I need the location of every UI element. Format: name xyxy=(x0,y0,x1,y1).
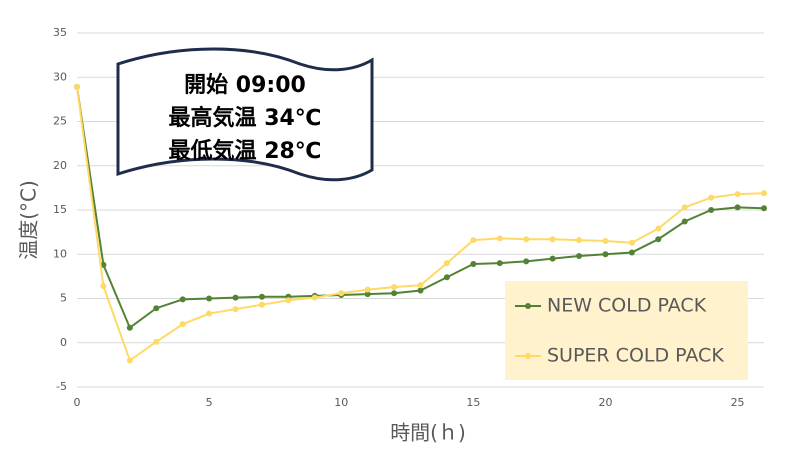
x-tick-label: 25 xyxy=(731,396,745,409)
data-point xyxy=(391,290,398,297)
data-point xyxy=(258,301,265,308)
data-point xyxy=(761,190,767,197)
data-point xyxy=(708,194,715,201)
data-point xyxy=(681,218,688,225)
y-tick-label: 5 xyxy=(60,292,67,305)
y-tick-label: 15 xyxy=(53,203,67,216)
data-point xyxy=(258,293,265,300)
y-tick-label: 25 xyxy=(53,115,67,128)
x-tick-label: 0 xyxy=(74,396,81,409)
data-point xyxy=(761,205,767,212)
data-point xyxy=(153,338,160,345)
data-point xyxy=(364,286,371,293)
data-point xyxy=(74,83,80,90)
data-point xyxy=(655,236,662,243)
data-point xyxy=(179,321,186,328)
data-point xyxy=(523,236,530,243)
annotation-line: 最高気温 34℃ xyxy=(169,105,322,131)
y-tick-label: 30 xyxy=(53,70,67,83)
data-point xyxy=(364,291,371,298)
data-point xyxy=(100,261,107,268)
data-point xyxy=(232,294,239,301)
data-point xyxy=(523,258,530,265)
data-point xyxy=(126,324,133,331)
y-tick-label: 20 xyxy=(53,159,67,172)
annotation-line: 最低気温 28℃ xyxy=(169,138,322,164)
data-point xyxy=(576,237,583,244)
data-point xyxy=(391,283,398,290)
data-point xyxy=(417,287,424,294)
data-point xyxy=(338,290,345,297)
data-point xyxy=(602,251,609,258)
data-point xyxy=(549,236,556,243)
y-tick-label: 0 xyxy=(60,336,67,349)
data-point xyxy=(311,294,318,301)
data-point xyxy=(496,235,503,242)
data-point xyxy=(443,274,450,281)
data-point xyxy=(681,204,688,211)
x-tick-label: 5 xyxy=(206,396,213,409)
data-point xyxy=(470,237,477,244)
data-point xyxy=(628,239,635,246)
data-point xyxy=(126,357,133,364)
x-tick-label: 20 xyxy=(598,396,612,409)
x-axis-title: 時間(ｈ) xyxy=(390,421,466,445)
legend-box xyxy=(505,281,748,380)
legend-label: NEW COLD PACK xyxy=(547,295,707,317)
y-tick-label: 10 xyxy=(53,247,67,260)
data-point xyxy=(549,255,556,262)
data-point xyxy=(179,296,186,303)
x-tick-label: 15 xyxy=(466,396,480,409)
annotation-line: 開始 09:00 xyxy=(184,72,306,98)
data-point xyxy=(496,260,503,267)
annotation-banner xyxy=(116,47,374,182)
data-point xyxy=(417,282,424,289)
data-point xyxy=(100,283,107,290)
y-axis-title: 温度(°C) xyxy=(17,180,41,260)
data-point xyxy=(285,297,292,304)
y-tick-label: 35 xyxy=(53,26,67,39)
data-point xyxy=(734,204,741,211)
data-point xyxy=(206,310,213,317)
data-point xyxy=(628,249,635,256)
x-tick-label: 10 xyxy=(334,396,348,409)
data-point xyxy=(470,260,477,267)
data-point xyxy=(206,295,213,302)
legend-marker xyxy=(525,303,531,309)
data-point xyxy=(232,306,239,313)
y-tick-label: -5 xyxy=(56,380,67,393)
legend-label: SUPER COLD PACK xyxy=(547,345,724,367)
data-point xyxy=(153,305,160,312)
data-point xyxy=(602,237,609,244)
data-point xyxy=(443,260,450,267)
legend-marker xyxy=(525,353,531,359)
data-point xyxy=(708,207,715,213)
data-point xyxy=(734,191,741,198)
data-point xyxy=(655,225,662,232)
data-point xyxy=(576,253,583,260)
